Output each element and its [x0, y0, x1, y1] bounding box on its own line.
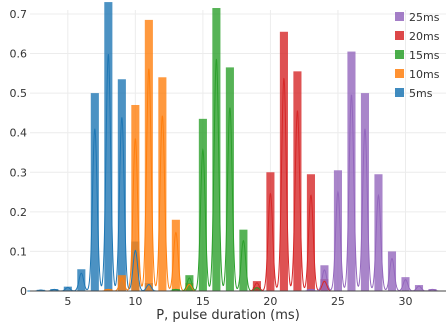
- y-tick-label: 0.7: [10, 8, 28, 21]
- legend-label: 10ms: [409, 68, 440, 81]
- series-20ms-bars: [252, 31, 329, 292]
- bar-10ms[interactable]: [158, 77, 167, 291]
- legend-item-10ms[interactable]: 10ms: [395, 68, 440, 81]
- series-25ms-bars: [306, 51, 437, 292]
- legend-label: 20ms: [409, 30, 440, 43]
- y-axis: 0 0.1 0.2 0.3 0.4 0.5 0.6 0.7: [10, 8, 28, 298]
- legend-swatch: [395, 50, 404, 59]
- bar-25ms[interactable]: [374, 174, 383, 291]
- bar-10ms[interactable]: [104, 289, 113, 291]
- legend[interactable]: 25ms 20ms 15ms 10ms 5ms: [395, 11, 440, 100]
- x-tick-label: 5: [64, 295, 71, 308]
- bar-20ms[interactable]: [293, 71, 302, 292]
- legend-item-5ms[interactable]: 5ms: [395, 87, 433, 100]
- bar-25ms[interactable]: [320, 265, 329, 291]
- bar-15ms[interactable]: [212, 8, 221, 292]
- legend-swatch: [395, 12, 404, 21]
- y-tick-label: 0.1: [10, 245, 28, 258]
- x-axis-title: P, pulse duration (ms): [156, 308, 300, 322]
- x-tick-label: 10: [128, 295, 142, 308]
- legend-item-20ms[interactable]: 20ms: [395, 30, 440, 43]
- bar-25ms[interactable]: [306, 289, 315, 291]
- bar-5ms[interactable]: [77, 269, 86, 291]
- legend-swatch: [395, 69, 404, 78]
- bar-20ms[interactable]: [306, 174, 315, 291]
- bar-20ms[interactable]: [279, 31, 288, 291]
- legend-label: 15ms: [409, 49, 440, 62]
- bar-15ms[interactable]: [198, 118, 207, 291]
- legend-item-15ms[interactable]: 15ms: [395, 49, 440, 62]
- bar-25ms[interactable]: [360, 93, 370, 292]
- density-curve-25ms: [297, 94, 446, 292]
- bar-15ms[interactable]: [225, 67, 234, 291]
- bar-10ms[interactable]: [171, 219, 180, 291]
- bars-layer: [36, 2, 437, 292]
- bar-5ms[interactable]: [63, 286, 72, 291]
- bar-25ms[interactable]: [333, 170, 342, 291]
- bar-5ms[interactable]: [104, 2, 113, 292]
- bar-10ms[interactable]: [131, 104, 140, 291]
- legend-item-25ms[interactable]: 25ms: [395, 11, 440, 24]
- y-tick-label: 0.2: [10, 206, 28, 219]
- legend-swatch: [395, 88, 404, 97]
- density-curve-20ms: [243, 77, 338, 292]
- x-tick-label: 20: [263, 295, 277, 308]
- x-axis: 5 10 15 20 25 30: [30, 290, 446, 308]
- y-tick-label: 0.6: [10, 48, 28, 61]
- bar-15ms[interactable]: [171, 289, 180, 291]
- bar-15ms[interactable]: [239, 229, 248, 291]
- y-tick-label: 0: [20, 285, 27, 298]
- bar-25ms[interactable]: [401, 277, 410, 291]
- bar-5ms[interactable]: [90, 93, 99, 292]
- legend-label: 25ms: [409, 11, 440, 24]
- y-tick-label: 0.4: [10, 127, 28, 140]
- legend-swatch: [395, 31, 404, 40]
- y-tick-label: 0.5: [10, 87, 28, 100]
- bar-25ms[interactable]: [414, 285, 424, 291]
- legend-label: 5ms: [409, 87, 433, 100]
- x-tick-label: 25: [331, 295, 345, 308]
- bar-25ms[interactable]: [387, 251, 397, 291]
- bar-25ms[interactable]: [347, 51, 356, 292]
- y-tick-label: 0.3: [10, 166, 28, 179]
- x-tick-label: 30: [398, 295, 412, 308]
- bar-25ms[interactable]: [428, 289, 437, 291]
- bar-5ms[interactable]: [50, 289, 59, 291]
- x-tick-label: 15: [196, 295, 210, 308]
- bar-20ms[interactable]: [252, 281, 261, 291]
- bar-10ms[interactable]: [117, 275, 126, 291]
- series-15ms-bars: [171, 8, 261, 292]
- bar-15ms[interactable]: [185, 275, 194, 291]
- bar-10ms[interactable]: [144, 19, 153, 291]
- bar-5ms[interactable]: [117, 79, 126, 292]
- bar-20ms[interactable]: [266, 172, 275, 291]
